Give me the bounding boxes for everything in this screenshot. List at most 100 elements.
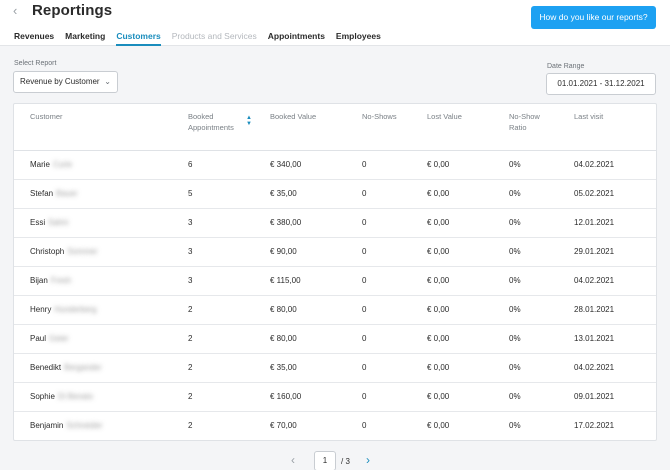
customer-first-name: Sophie [30, 392, 55, 401]
cell-booked-appointments: 3 [188, 276, 193, 285]
tab-products-and-services: Products and Services [171, 31, 257, 41]
cell-no-show-ratio: 0% [509, 305, 521, 314]
customer-last-name-blurred: Bergander [64, 363, 102, 372]
cell-booked-value: € 35,00 [270, 189, 297, 198]
cell-no-show-ratio: 0% [509, 421, 521, 430]
table-row[interactable]: Christoph Sommer 3 € 90,00 0 € 0,00 0% 29.01.20… [14, 238, 656, 267]
cell-last-visit: 17.02.2021 [574, 421, 615, 430]
customer-last-name-blurred: Schneider [66, 421, 103, 430]
table-row[interactable]: Benedikt Bergander 2 € 35,00 0 € 0,00 0% 04.02.… [14, 354, 656, 383]
tab-employees[interactable]: Employees [335, 31, 381, 41]
cell-no-shows: 0 [362, 305, 367, 314]
cell-last-visit: 12.01.2021 [574, 218, 615, 227]
cell-lost-value: € 0,00 [427, 276, 450, 285]
page-number-input[interactable]: 1 [314, 451, 336, 470]
table-row[interactable]: Paul Geier 2 € 80,00 0 € 0,00 0% 13.01.2021 [14, 325, 656, 354]
date-range-input[interactable]: 01.01.2021 - 31.12.2021 [546, 73, 656, 95]
customer-last-name-blurred: Fresh [50, 276, 72, 285]
cell-lost-value: € 0,00 [427, 305, 450, 314]
sort-icon[interactable]: ▲ ▼ [246, 115, 252, 127]
tab-marketing[interactable]: Marketing [65, 31, 106, 41]
cell-lost-value: € 0,00 [427, 247, 450, 256]
cell-customer: Stefan Bauer [30, 189, 78, 198]
cell-booked-appointments: 2 [188, 363, 193, 372]
cell-no-show-ratio: 0% [509, 363, 521, 372]
table-row[interactable]: Bijan Fresh 3 € 115,00 0 € 0,00 0% 04.02.2021 [14, 267, 656, 296]
chevron-down-icon: ⌄ [104, 77, 111, 86]
column-header-booked-value[interactable]: Booked Value [270, 112, 317, 121]
back-chevron-icon[interactable]: ‹ [13, 3, 18, 18]
customer-first-name: Paul [30, 334, 47, 343]
cell-no-shows: 0 [362, 392, 367, 401]
tab-customers[interactable]: Customers [116, 31, 162, 46]
cell-booked-appointments: 3 [188, 218, 193, 227]
cell-booked-value: € 80,00 [270, 305, 297, 314]
cell-no-shows: 0 [362, 276, 367, 285]
cell-lost-value: € 0,00 [427, 189, 450, 198]
customer-first-name: Benjamin [30, 421, 64, 430]
cell-last-visit: 28.01.2021 [574, 305, 615, 314]
customer-first-name: Essi [30, 218, 46, 227]
column-header-booked-appointments[interactable]: Booked Appointments [188, 112, 234, 132]
cell-customer: Bijan Fresh [30, 276, 71, 285]
chevron-left-icon[interactable]: ‹ [291, 453, 295, 467]
select-report-label: Select Report [14, 60, 57, 67]
cell-lost-value: € 0,00 [427, 218, 450, 227]
cell-no-shows: 0 [362, 421, 367, 430]
cell-booked-appointments: 3 [188, 247, 193, 256]
customer-first-name: Benedikt [30, 363, 62, 372]
cell-booked-value: € 340,00 [270, 160, 302, 169]
cell-no-shows: 0 [362, 218, 367, 227]
header: ‹ Reportings How do you like our reports… [0, 0, 670, 46]
page-total: / 3 [341, 457, 350, 466]
tab-appointments[interactable]: Appointments [267, 31, 325, 41]
cell-lost-value: € 0,00 [427, 160, 450, 169]
report-tabs: Revenues Marketing Customers Products an… [14, 31, 392, 46]
column-header-no-show-ratio[interactable]: No-Show Ratio [509, 112, 540, 132]
cell-no-show-ratio: 0% [509, 218, 521, 227]
column-header-lost-value[interactable]: Lost Value [427, 112, 462, 121]
table-row[interactable]: Marie Curie 6 € 340,00 0 € 0,00 0% 04.02.2021 [14, 151, 656, 180]
cell-customer: Christoph Sommer [30, 247, 97, 256]
customer-last-name-blurred: Sommer [67, 247, 98, 256]
table-row[interactable]: Benjamin Schneider 2 € 70,00 0 € 0,00 0% 17.02.… [14, 412, 656, 441]
cell-no-show-ratio: 0% [509, 334, 521, 343]
customer-first-name: Bijan [30, 276, 48, 285]
cell-customer: Henry Hunderberg [30, 305, 97, 314]
select-report-dropdown[interactable]: Revenue by Customer ⌄ [13, 71, 118, 93]
chevron-right-icon[interactable]: › [366, 453, 370, 467]
cell-last-visit: 13.01.2021 [574, 334, 615, 343]
column-header-no-shows[interactable]: No-Shows [362, 112, 397, 121]
pagination: ‹ 1 / 3 › [0, 450, 670, 470]
column-header-customer[interactable]: Customer [30, 112, 63, 121]
cell-no-shows: 0 [362, 160, 367, 169]
table-header: Customer Booked Appointments ▲ ▼ Booked V… [14, 104, 656, 151]
table-row[interactable]: Henry Hunderberg 2 € 80,00 0 € 0,00 0% 28.01.20… [14, 296, 656, 325]
table-row[interactable]: Essi Salmi 3 € 380,00 0 € 0,00 0% 12.01.2021 [14, 209, 656, 238]
table-row[interactable]: Stefan Bauer 5 € 35,00 0 € 0,00 0% 05.02.2021 [14, 180, 656, 209]
cell-lost-value: € 0,00 [427, 334, 450, 343]
cell-booked-appointments: 2 [188, 334, 193, 343]
customer-first-name: Christoph [30, 247, 65, 256]
cell-customer: Sophie Di Benato [30, 392, 93, 401]
cell-last-visit: 04.02.2021 [574, 160, 615, 169]
cell-no-shows: 0 [362, 247, 367, 256]
cell-last-visit: 09.01.2021 [574, 392, 615, 401]
cell-no-show-ratio: 0% [509, 276, 521, 285]
cell-booked-appointments: 5 [188, 189, 193, 198]
select-report-value: Revenue by Customer [20, 77, 100, 86]
feedback-button[interactable]: How do you like our reports? [531, 6, 656, 29]
cell-booked-value: € 90,00 [270, 247, 297, 256]
table-row[interactable]: Sophie Di Benato 2 € 160,00 0 € 0,00 0% 09.01.2… [14, 383, 656, 412]
cell-no-show-ratio: 0% [509, 247, 521, 256]
customer-last-name-blurred: Geier [49, 334, 69, 343]
column-header-last-visit[interactable]: Last visit [574, 112, 604, 121]
cell-booked-appointments: 2 [188, 305, 193, 314]
cell-no-shows: 0 [362, 363, 367, 372]
customer-first-name: Henry [30, 305, 52, 314]
customer-last-name-blurred: Bauer [56, 189, 78, 198]
cell-booked-appointments: 6 [188, 160, 193, 169]
customer-last-name-blurred: Curie [53, 160, 73, 169]
tab-revenues[interactable]: Revenues [14, 31, 55, 41]
cell-booked-appointments: 2 [188, 392, 193, 401]
